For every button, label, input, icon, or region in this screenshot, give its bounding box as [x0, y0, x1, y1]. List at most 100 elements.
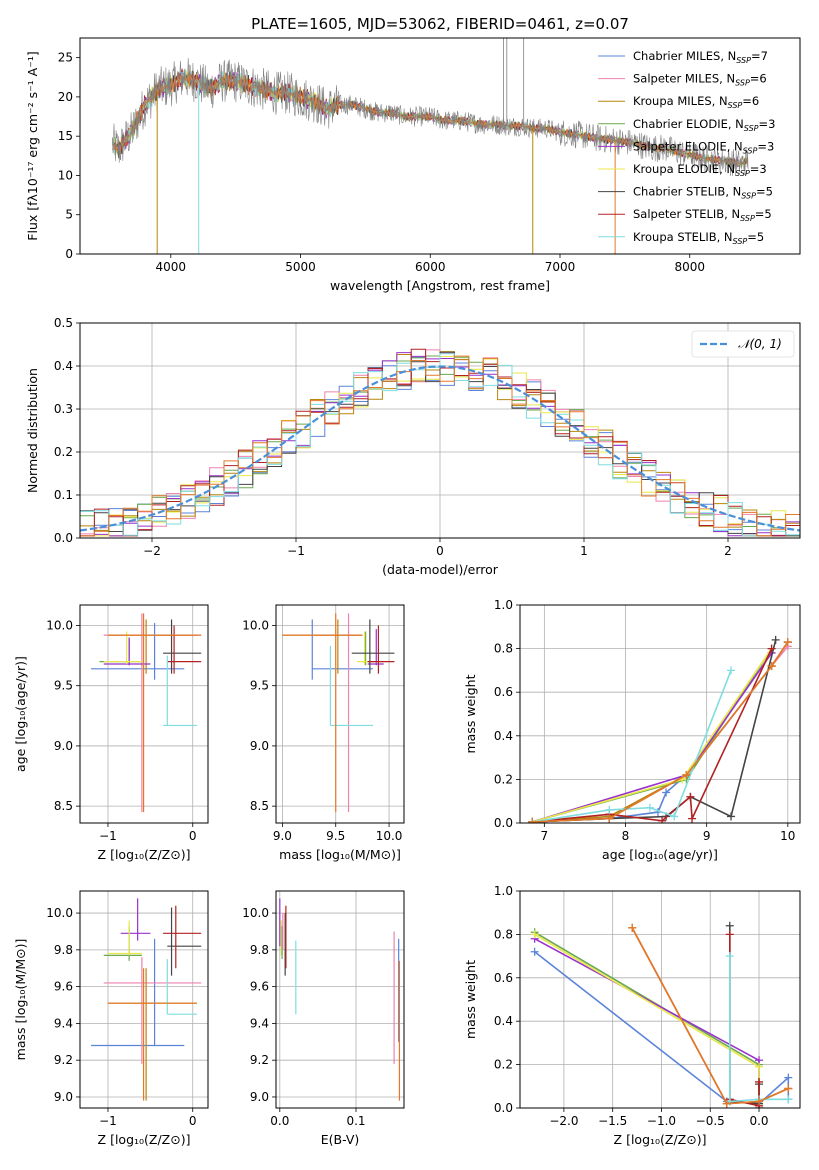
x-tick-label: 0.0	[749, 1114, 768, 1128]
y-tick-label: 0.8	[494, 642, 513, 656]
y-axis-label: mass [log₁₀(M/M⊙)]	[13, 939, 28, 1061]
y-tick-label: 10.0	[242, 618, 269, 632]
plus-marker	[767, 644, 776, 653]
x-tick-label: −2.0	[549, 1114, 578, 1128]
y-tick-label: 10.0	[46, 906, 73, 920]
x-axis-label: wavelength [Angstrom, rest frame]	[330, 278, 550, 293]
axes-frame	[79, 322, 801, 539]
y-tick-label: 0.4	[494, 1014, 513, 1028]
gaussian-curve	[80, 365, 800, 532]
axes-frame	[79, 37, 801, 255]
residual-panel: −2 −1 0 1 2 0.0 0.1 0.2 0.3 0.4 0.5 (data-model)/er…	[25, 316, 801, 577]
legend-label: Chabrier STELIB, NSSP=5	[633, 185, 773, 201]
x-tick-label: −0.5	[696, 1114, 725, 1128]
mass-weight-line	[631, 927, 789, 1105]
y-tick-label: 0.0	[54, 531, 73, 545]
axes-frame	[79, 604, 209, 824]
y-tick-label: 9.6	[250, 980, 269, 994]
x-tick-label: 0	[189, 829, 197, 843]
axes-frame	[79, 890, 209, 1109]
plus-marker	[725, 921, 734, 930]
plus-marker	[605, 805, 614, 814]
x-tick-label: 7	[541, 829, 549, 843]
histogram-legend-label: 𝒩(0, 1)	[738, 337, 782, 351]
y-tick-label: 0	[65, 247, 73, 261]
plus-marker	[528, 817, 537, 823]
y-tick-label: 0.3	[54, 402, 73, 416]
plus-marker	[645, 803, 654, 812]
y-tick-label: 25	[58, 51, 73, 65]
mass-weight-vs-age-panel: 7 8 9 10 0.0 0.2 0.4 0.6 0.8 1.0 age [log₁₀(age/yr…	[463, 598, 801, 862]
legend-label: Kroupa MILES, NSSP=6	[633, 94, 759, 110]
y-tick-label: 1.0	[494, 598, 513, 612]
mass-vs-EBV-panel: 0.0 0.1 9.0 9.2 9.4 9.6 9.8 10.0 E(B-V)	[242, 890, 405, 1147]
y-tick-label: 8.5	[54, 799, 73, 813]
x-tick-label: 9.0	[273, 829, 292, 843]
plus-marker	[658, 816, 667, 823]
y-axis-label: mass weight	[463, 960, 478, 1039]
x-axis-label: age [log₁₀(age/yr)]	[602, 847, 718, 862]
axes-frame	[275, 604, 405, 824]
x-tick-label: 2	[724, 544, 732, 558]
plus-marker	[725, 930, 734, 939]
y-tick-label: 0.2	[494, 772, 513, 786]
x-axis-label: Z [log₁₀(Z/Z⊙)]	[98, 847, 191, 862]
y-tick-label: 10.0	[46, 618, 73, 632]
data-spectrum-line	[112, 57, 749, 176]
y-tick-label: 0.5	[54, 316, 73, 330]
y-tick-label: 0.2	[494, 1058, 513, 1072]
legend-label: Salpeter ELODIE, NSSP=3	[633, 139, 774, 155]
y-tick-label: 9.6	[54, 980, 73, 994]
figure-title: PLATE=1605, MJD=53062, FIBERID=0461, z=0…	[251, 15, 629, 33]
mass-weight-line	[729, 956, 789, 1103]
x-tick-label: −1.5	[598, 1114, 627, 1128]
y-axis-label: mass weight	[463, 674, 478, 753]
x-tick-label: 0	[189, 1114, 197, 1128]
plus-marker	[628, 923, 637, 932]
plus-marker	[784, 1073, 793, 1082]
plus-marker	[727, 666, 736, 675]
y-tick-label: 0.4	[494, 729, 513, 743]
y-tick-label: 0.0	[494, 1101, 513, 1115]
age-vs-mass-panel: 9.0 9.5 10.0 8.5 9.0 9.5 10.0 mass [log₁₀(M/M⊙)…	[242, 604, 405, 862]
y-tick-label: 9.5	[54, 679, 73, 693]
y-tick-label: 0.0	[494, 816, 513, 830]
axes-frame	[519, 890, 801, 1109]
histogram-step-line	[80, 355, 800, 537]
x-axis-label: E(B-V)	[321, 1132, 360, 1147]
y-tick-label: 1.0	[494, 884, 513, 898]
histogram-legend-box	[691, 330, 795, 358]
plus-marker	[670, 812, 679, 821]
plus-marker	[784, 1095, 793, 1104]
y-tick-label: 9.8	[250, 943, 269, 957]
x-tick-label: 8000	[674, 260, 705, 274]
y-tick-label: 9.5	[250, 679, 269, 693]
legend-label: Kroupa STELIB, NSSP=5	[633, 230, 764, 246]
y-tick-label: 0.4	[54, 359, 73, 373]
plus-marker	[530, 947, 539, 956]
y-tick-label: 9.0	[54, 1090, 73, 1104]
plus-marker	[688, 814, 697, 823]
plus-marker	[784, 1084, 793, 1093]
x-tick-label: 1	[580, 544, 588, 558]
x-tick-label: −2	[143, 544, 161, 558]
y-tick-label: 9.2	[250, 1053, 269, 1067]
legend-label: Salpeter MILES, NSSP=6	[633, 72, 767, 88]
axes-frame	[275, 890, 405, 1109]
plus-marker	[727, 812, 736, 821]
y-tick-label: 10	[58, 168, 73, 182]
y-tick-label: 15	[58, 129, 73, 143]
plus-marker	[662, 788, 671, 797]
y-tick-label: 0.6	[494, 685, 513, 699]
plus-marker	[722, 1099, 731, 1108]
y-tick-label: 5	[65, 208, 73, 222]
plus-marker	[755, 1077, 764, 1086]
y-tick-label: 8.5	[250, 799, 269, 813]
plus-marker	[771, 635, 780, 644]
x-tick-label: −1	[287, 544, 305, 558]
legend-label: Chabrier MILES, NSSP=7	[633, 49, 768, 65]
legend-label: Kroupa ELODIE, NSSP=3	[633, 162, 767, 178]
plus-marker	[530, 930, 539, 939]
